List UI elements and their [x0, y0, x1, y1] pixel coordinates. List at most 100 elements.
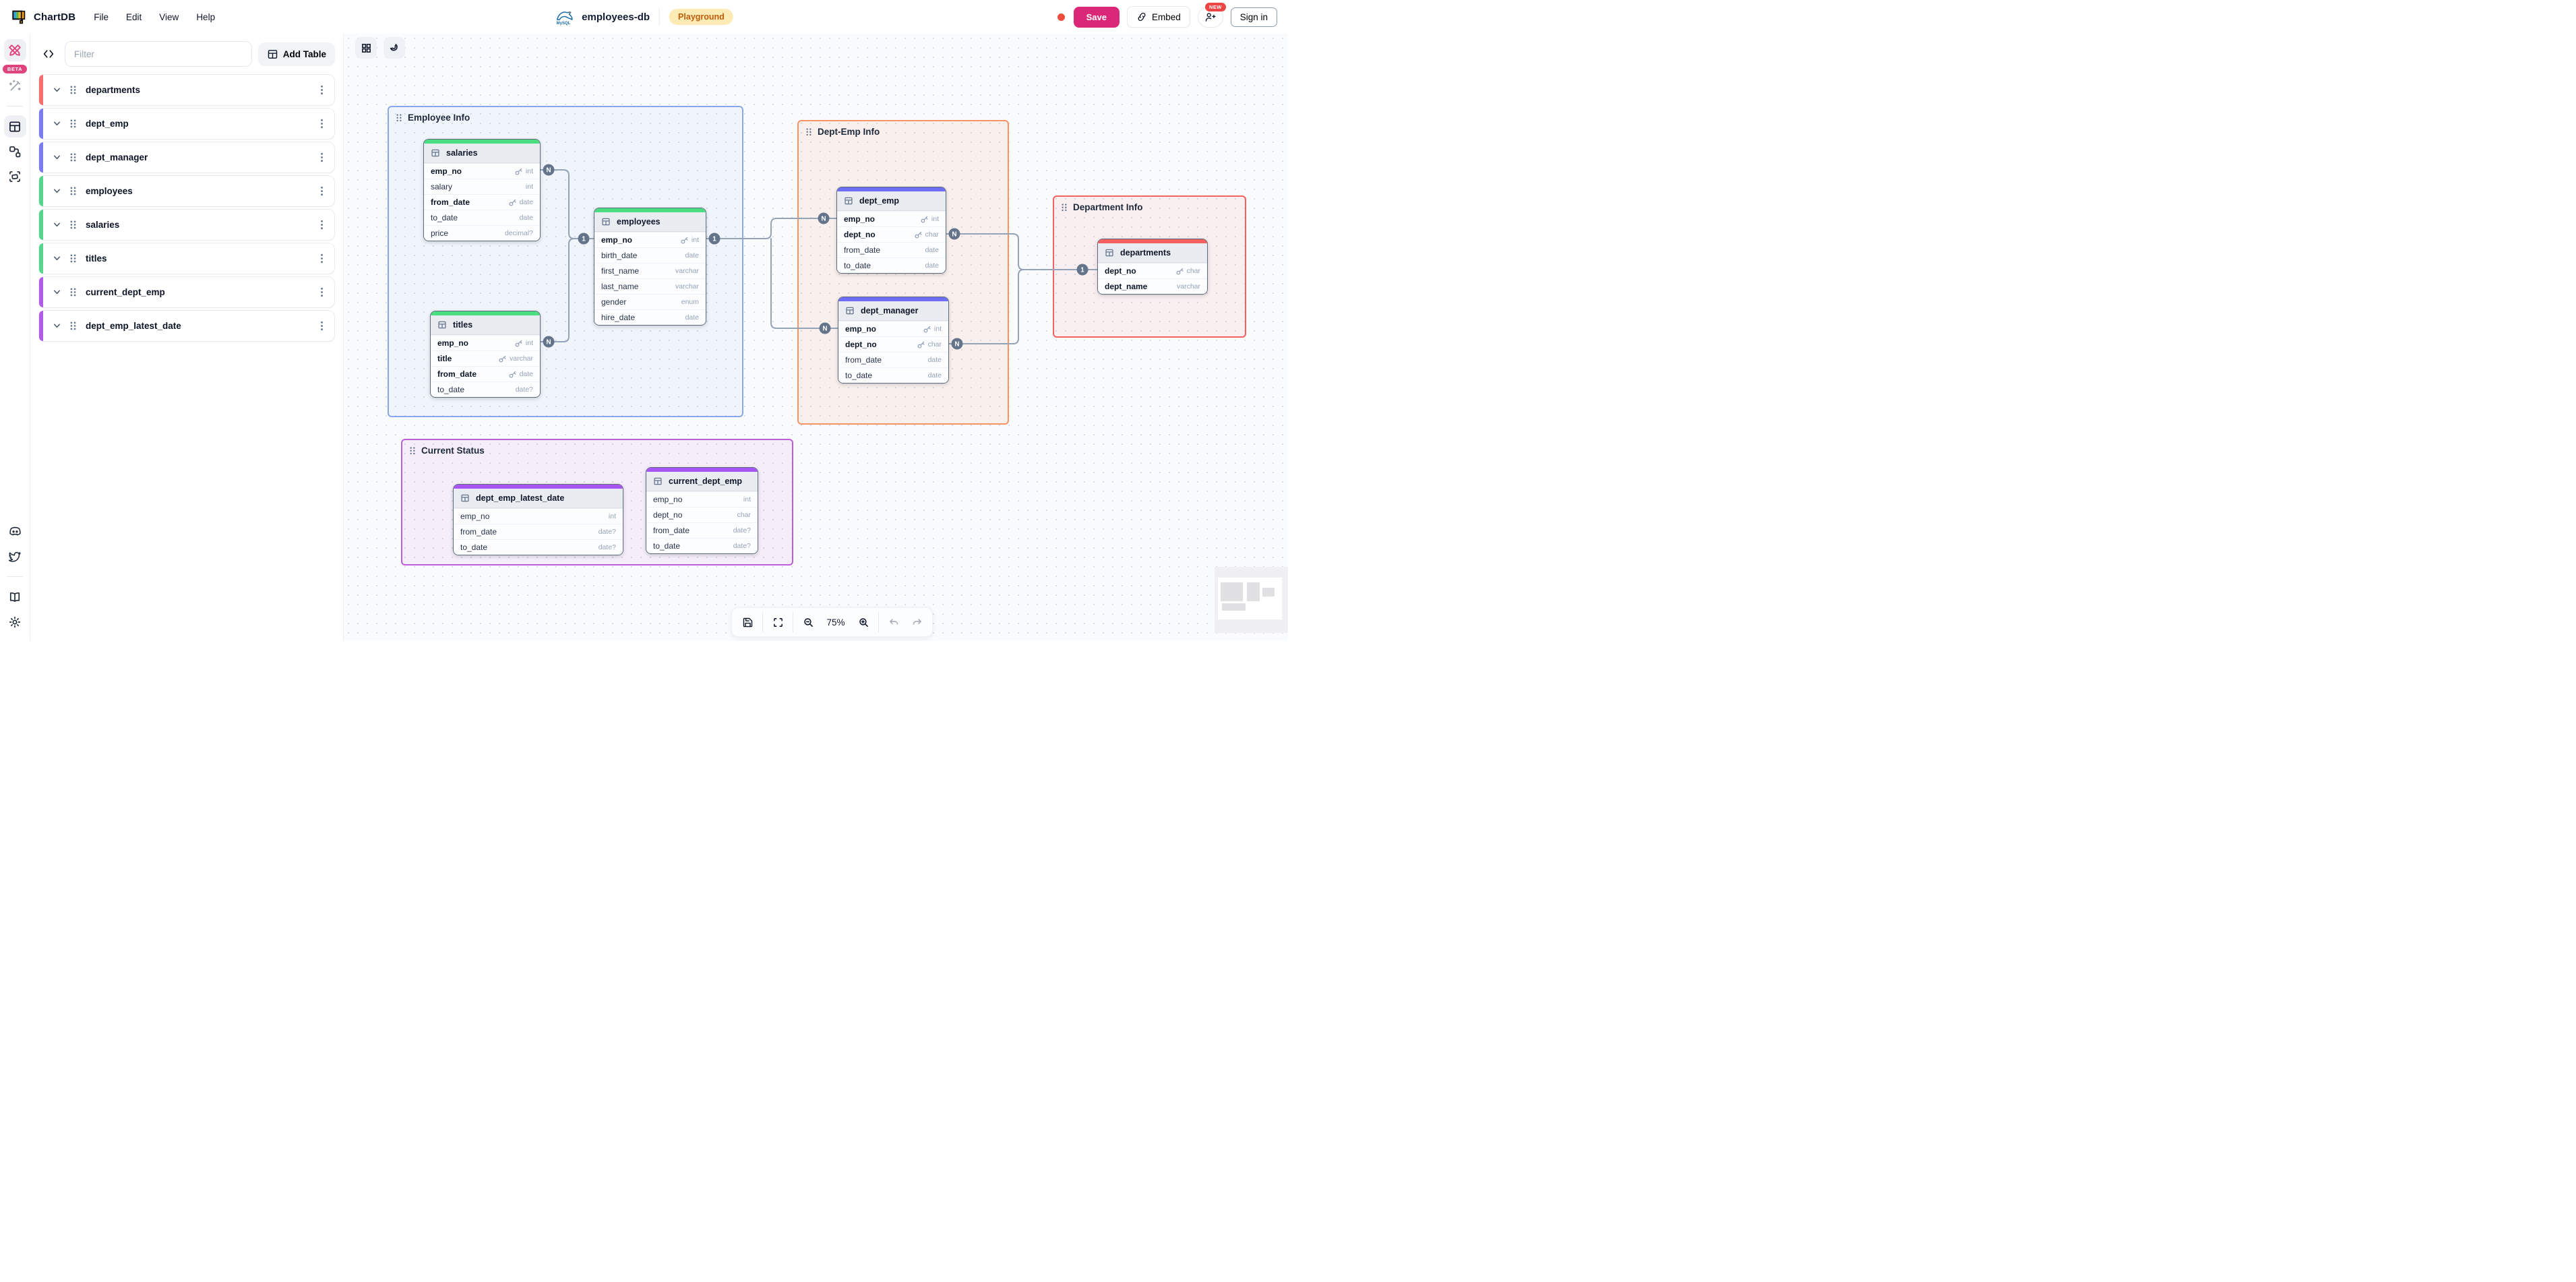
save-button[interactable]: Save	[1073, 6, 1120, 28]
drag-handle-icon[interactable]	[69, 321, 77, 331]
sidebar-table-dept_manager[interactable]: dept_manager	[38, 142, 335, 173]
fit-view-button[interactable]	[766, 611, 789, 634]
drag-handle-icon[interactable]	[69, 253, 77, 264]
snap-button[interactable]	[384, 37, 405, 59]
field-row-dept_no[interactable]: dept_no char	[646, 507, 758, 522]
database-name[interactable]: employees-db	[582, 11, 650, 23]
drag-handle-icon[interactable]	[69, 186, 77, 196]
field-row-to_date[interactable]: to_date date?	[646, 538, 758, 553]
redo-button[interactable]	[905, 611, 928, 634]
chevron-down-icon[interactable]	[52, 186, 62, 196]
drag-handle-icon[interactable]	[69, 152, 77, 162]
menu-edit[interactable]: Edit	[126, 11, 142, 22]
area-drag-handle-icon[interactable]	[1061, 203, 1068, 212]
field-row-last_name[interactable]: last_name varchar	[594, 278, 706, 294]
field-row-birth_date[interactable]: birth_date date	[594, 247, 706, 263]
field-row-to_date[interactable]: to_date date	[838, 367, 948, 383]
area-drag-handle-icon[interactable]	[409, 446, 416, 456]
field-row-from_date[interactable]: from_date date	[424, 194, 540, 210]
drag-handle-icon[interactable]	[69, 287, 77, 297]
table-menu-icon[interactable]	[317, 185, 326, 197]
chevron-down-icon[interactable]	[52, 253, 62, 264]
embed-button[interactable]: Embed	[1126, 6, 1190, 28]
diagram-table-employees[interactable]: employees emp_no int birth_date date first_na…	[594, 208, 706, 326]
field-row-from_date[interactable]: from_date date?	[454, 524, 623, 539]
settings-button[interactable]	[4, 611, 26, 633]
sidebar-table-employees[interactable]: employees	[38, 175, 335, 207]
sidebar-table-dept_emp[interactable]: dept_emp	[38, 108, 335, 140]
filter-input[interactable]	[65, 41, 252, 67]
zoom-level[interactable]: 75%	[826, 617, 845, 628]
sidebar-table-titles[interactable]: titles	[38, 243, 335, 274]
sidebar-table-salaries[interactable]: salaries	[38, 209, 335, 241]
table-header[interactable]: current_dept_emp	[646, 472, 758, 491]
field-row-from_date[interactable]: from_date date	[431, 366, 540, 381]
chartdb-editor-button[interactable]	[3, 39, 26, 61]
chevron-down-icon[interactable]	[52, 220, 62, 230]
diagram-table-current_dept_emp[interactable]: current_dept_emp emp_no int dept_no char from…	[646, 467, 758, 554]
table-menu-icon[interactable]	[317, 320, 326, 332]
table-header[interactable]: dept_manager	[838, 301, 948, 321]
area-drag-handle-icon[interactable]	[396, 113, 402, 123]
areas-view-button[interactable]	[4, 165, 26, 187]
table-menu-icon[interactable]	[317, 219, 326, 231]
field-row-from_date[interactable]: from_date date	[838, 352, 948, 367]
sign-in-button[interactable]: Sign in	[1230, 7, 1277, 27]
field-row-from_date[interactable]: from_date date	[837, 242, 946, 257]
field-row-to_date[interactable]: to_date date	[424, 210, 540, 225]
table-header[interactable]: dept_emp_latest_date	[454, 489, 623, 508]
table-menu-icon[interactable]	[317, 152, 326, 163]
field-row-to_date[interactable]: to_date date	[837, 257, 946, 273]
drag-handle-icon[interactable]	[69, 220, 77, 230]
table-header[interactable]: salaries	[424, 144, 540, 163]
field-row-dept_name[interactable]: dept_name varchar	[1098, 278, 1207, 294]
field-row-dept_no[interactable]: dept_no char	[837, 226, 946, 242]
add-table-button[interactable]: Add Table	[257, 42, 335, 66]
diagram-table-dept_emp[interactable]: dept_emp emp_no int dept_no char from_date dat…	[836, 187, 946, 274]
chevron-down-icon[interactable]	[52, 321, 62, 331]
field-row-title[interactable]: title varchar	[431, 350, 540, 366]
chevron-down-icon[interactable]	[52, 152, 62, 162]
field-row-emp_no[interactable]: emp_no int	[454, 508, 623, 524]
field-row-emp_no[interactable]: emp_no int	[837, 211, 946, 226]
diagram-table-dept_manager[interactable]: dept_manager emp_no int dept_no char from_dat…	[838, 297, 949, 384]
discord-button[interactable]	[4, 520, 26, 543]
table-header[interactable]: dept_emp	[837, 191, 946, 211]
tables-view-button[interactable]	[3, 115, 26, 138]
chevron-down-icon[interactable]	[52, 287, 62, 297]
table-header[interactable]: employees	[594, 212, 706, 232]
field-row-emp_no[interactable]: emp_no int	[424, 163, 540, 179]
table-header[interactable]: titles	[431, 315, 540, 335]
table-header[interactable]: departments	[1098, 243, 1207, 263]
field-row-to_date[interactable]: to_date date?	[431, 381, 540, 397]
save-diagram-button[interactable]	[736, 611, 759, 634]
zoom-out-button[interactable]	[797, 611, 820, 634]
field-row-emp_no[interactable]: emp_no int	[646, 491, 758, 507]
chevron-down-icon[interactable]	[52, 119, 62, 129]
invite-user-button[interactable]: NEW	[1197, 2, 1226, 28]
table-menu-icon[interactable]	[317, 118, 326, 129]
twitter-button[interactable]	[4, 545, 26, 568]
docs-button[interactable]	[4, 586, 26, 608]
table-menu-icon[interactable]	[317, 84, 326, 96]
field-row-hire_date[interactable]: hire_date date	[594, 309, 706, 325]
table-menu-icon[interactable]	[317, 253, 326, 264]
drag-handle-icon[interactable]	[69, 119, 77, 129]
sidebar-table-dept_emp_latest_date[interactable]: dept_emp_latest_date	[38, 310, 335, 342]
diagram-table-titles[interactable]: titles emp_no int title varchar from_date date…	[430, 311, 541, 398]
table-menu-icon[interactable]	[317, 286, 326, 298]
view-code-button[interactable]	[38, 44, 59, 64]
diagram-table-departments[interactable]: departments dept_no char dept_name varchar	[1097, 239, 1208, 295]
undo-button[interactable]	[882, 611, 905, 634]
relationships-view-button[interactable]	[4, 140, 26, 162]
zoom-in-button[interactable]	[852, 611, 875, 634]
field-row-to_date[interactable]: to_date date?	[454, 539, 623, 555]
field-row-emp_no[interactable]: emp_no int	[838, 321, 948, 336]
menu-view[interactable]: View	[159, 11, 179, 22]
diagram-canvas[interactable]: Employee Info Dept-Emp Info Department Inf…	[344, 34, 1288, 641]
menu-file[interactable]: File	[94, 11, 109, 22]
drag-handle-icon[interactable]	[69, 85, 77, 95]
chartdb-brand[interactable]: ChartDB	[11, 9, 75, 26]
diagram-table-salaries[interactable]: salaries emp_no int salary int from_date date t…	[423, 139, 541, 241]
show-all-button[interactable]	[355, 37, 377, 59]
